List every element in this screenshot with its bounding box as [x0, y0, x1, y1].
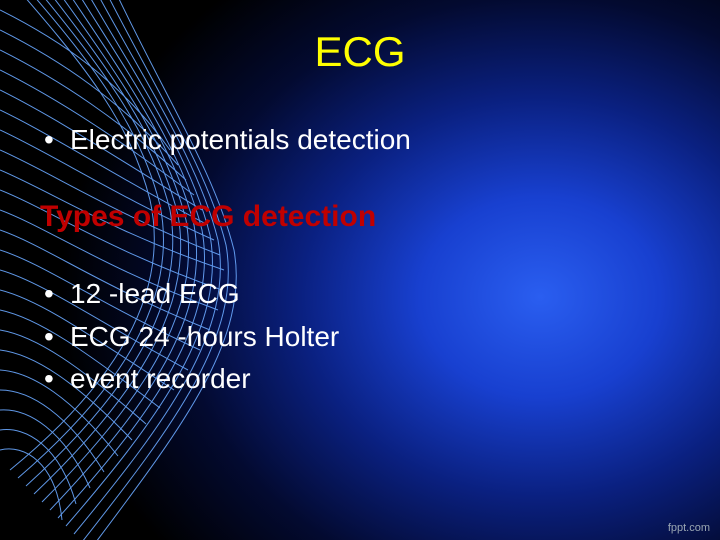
bullet-marker: • [40, 276, 70, 312]
bullet-marker: • [40, 122, 70, 158]
slide: ECG • Electric potentials detection Type… [0, 0, 720, 540]
bullet-item: • ECG 24 -hours Holter [40, 319, 680, 355]
subheading: Types of ECG detection [40, 200, 680, 234]
bullet-group-2: • 12 -lead ECG • ECG 24 -hours Holter • … [40, 276, 680, 397]
watermark-text: fppt.com [668, 522, 710, 534]
bullet-text: 12 -lead ECG [70, 276, 240, 312]
bullet-item: • Electric potentials detection [40, 122, 680, 158]
bullet-text: Electric potentials detection [70, 122, 411, 158]
bullet-item: • 12 -lead ECG [40, 276, 680, 312]
bullet-text: event recorder [70, 361, 251, 397]
bullet-text: ECG 24 -hours Holter [70, 319, 339, 355]
bullet-marker: • [40, 319, 70, 355]
content-area: ECG • Electric potentials detection Type… [0, 0, 720, 540]
bullet-marker: • [40, 361, 70, 397]
slide-title: ECG [40, 28, 680, 76]
bullet-group-1: • Electric potentials detection [40, 122, 680, 158]
bullet-item: • event recorder [40, 361, 680, 397]
